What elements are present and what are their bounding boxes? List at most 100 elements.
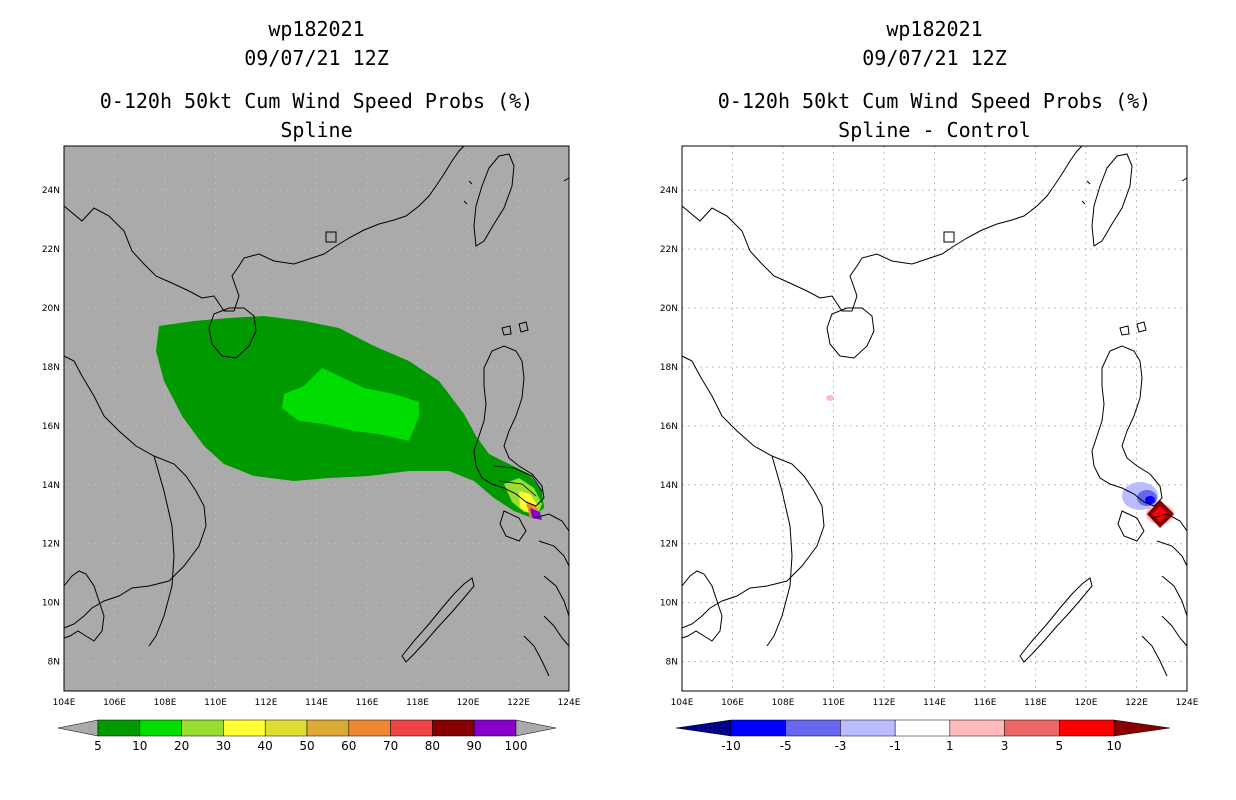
left-lat-label: 10N <box>42 599 60 609</box>
left-title-product: 0-120h 50kt Cum Wind Speed Probs (%) <box>99 89 534 113</box>
left-colorbar-label: 20 <box>174 739 189 753</box>
left-contour-lines <box>493 465 543 497</box>
right-colorbar-segment <box>894 719 951 737</box>
left-lon-label: 120E <box>457 698 480 708</box>
right-lon-label: 106E <box>721 698 744 708</box>
left-lat-label: 22N <box>42 245 60 255</box>
left-colorbar-label: 60 <box>341 739 356 753</box>
right-lat-label: 10N <box>660 599 678 609</box>
right-lon-label: 112E <box>873 698 896 708</box>
right-colorbar-label: -3 <box>834 739 846 753</box>
left-lat-label: 24N <box>42 186 60 196</box>
left-axis-ticks: 104E 106E 108E 110E 112E 114E 116E 118E 120E 122E… <box>42 186 581 708</box>
right-colorbar: -10 -5 -3 -1 1 3 5 10 <box>675 719 1171 753</box>
right-colorbar-segment <box>730 719 786 737</box>
right-colorbar-segment <box>785 719 841 737</box>
left-lon-label: 104E <box>53 698 76 708</box>
left-colorbar-segment <box>181 719 224 737</box>
left-lon-label: 122E <box>507 698 530 708</box>
right-colorbar-segment <box>1004 719 1060 737</box>
right-colorbar-end-low <box>675 719 732 737</box>
left-lon-label: 110E <box>204 698 227 708</box>
right-colorbar-segment <box>840 719 896 737</box>
right-title-storm: wp182021 <box>886 17 983 41</box>
right-gridlines <box>682 146 1187 691</box>
right-lat-label: 22N <box>660 245 678 255</box>
right-lat-label: 20N <box>660 304 678 314</box>
left-title: wp182021 09/07/21 12Z 0-120h 50kt Cum Wi… <box>64 15 569 145</box>
left-colorbar-segment <box>473 719 517 737</box>
right-colorbar-segment <box>1059 719 1115 737</box>
left-lon-label: 106E <box>103 698 126 708</box>
right-lon-label: 124E <box>1176 698 1199 708</box>
left-colorbar-segment <box>348 719 391 737</box>
left-lon-label: 112E <box>255 698 278 708</box>
left-colorbar: 5 10 20 30 40 50 60 70 80 90 100 <box>57 719 557 753</box>
left-colorbar-segment <box>264 719 308 737</box>
left-colorbar-segment <box>97 719 141 737</box>
left-map <box>63 145 570 692</box>
diff-blob-pos-core <box>1152 506 1168 522</box>
left-colorbar-label: 50 <box>299 739 314 753</box>
right-colorbar-segment <box>949 719 1005 737</box>
left-colorbar-label: 70 <box>383 739 398 753</box>
left-colorbar-label: 80 <box>425 739 440 753</box>
right-lat-label: 8N <box>666 658 678 668</box>
left-title-storm: wp182021 <box>268 17 365 41</box>
left-colorbar-label: 90 <box>467 739 482 753</box>
right-colorbar-label: 5 <box>1055 739 1063 753</box>
left-colorbar-label: 30 <box>216 739 231 753</box>
right-map-frame <box>681 145 1188 692</box>
right-colorbar-label: 1 <box>946 739 954 753</box>
right-colorbar-label: -10 <box>721 739 741 753</box>
right-lon-label: 122E <box>1125 698 1148 708</box>
right-lat-label: 16N <box>660 422 678 432</box>
right-axis-ticks: 104E 106E 108E 110E 112E 114E 116E 118E 120E 122E… <box>660 186 1199 708</box>
right-colorbar-label: 3 <box>1001 739 1009 753</box>
right-colorbar-label: 10 <box>1106 739 1121 753</box>
left-lat-label: 8N <box>48 658 60 668</box>
right-colorbar-label: -5 <box>780 739 792 753</box>
right-lon-label: 120E <box>1075 698 1098 708</box>
right-lon-label: 108E <box>772 698 795 708</box>
left-colorbar-segment <box>139 719 182 737</box>
right-lat-label: 12N <box>660 540 678 550</box>
right-colorbar-end-high <box>1113 719 1171 737</box>
left-colorbar-segment <box>390 719 433 737</box>
left-lat-label: 20N <box>42 304 60 314</box>
left-lat-label: 12N <box>42 540 60 550</box>
left-colorbar-label: 40 <box>258 739 273 753</box>
right-lon-label: 104E <box>671 698 694 708</box>
right-lat-label: 14N <box>660 481 678 491</box>
left-colorbar-segment <box>223 719 266 737</box>
left-lat-label: 16N <box>42 422 60 432</box>
left-map-frame <box>63 145 570 692</box>
left-colorbar-label: 5 <box>94 739 102 753</box>
left-colorbar-label: 10 <box>132 739 147 753</box>
left-title-date: 09/07/21 12Z <box>244 46 389 70</box>
left-title-method: Spline <box>280 118 353 142</box>
right-colorbar-label: -1 <box>889 739 901 753</box>
left-lat-label: 18N <box>42 363 60 373</box>
left-colorbar-segment <box>306 719 350 737</box>
right-lon-label: 110E <box>822 698 845 708</box>
right-title-product: 0-120h 50kt Cum Wind Speed Probs (%) <box>717 89 1152 113</box>
right-lon-label: 118E <box>1024 698 1047 708</box>
prob-swath-20pct <box>282 368 419 441</box>
left-colorbar-end-high <box>515 719 557 737</box>
right-map <box>681 145 1188 692</box>
right-lat-label: 24N <box>660 186 678 196</box>
left-colorbar-label: 100 <box>505 739 528 753</box>
right-title: wp182021 09/07/21 12Z 0-120h 50kt Cum Wi… <box>682 15 1187 145</box>
right-title-date: 09/07/21 12Z <box>862 46 1007 70</box>
diff-blob-small-positive <box>826 395 834 401</box>
right-lon-label: 114E <box>923 698 946 708</box>
left-lon-label: 114E <box>305 698 328 708</box>
left-lat-label: 14N <box>42 481 60 491</box>
diff-blob-neg-strong <box>1145 496 1155 504</box>
left-lon-label: 108E <box>154 698 177 708</box>
left-lon-label: 116E <box>356 698 379 708</box>
left-lon-label: 124E <box>558 698 581 708</box>
left-gridlines <box>64 146 569 691</box>
